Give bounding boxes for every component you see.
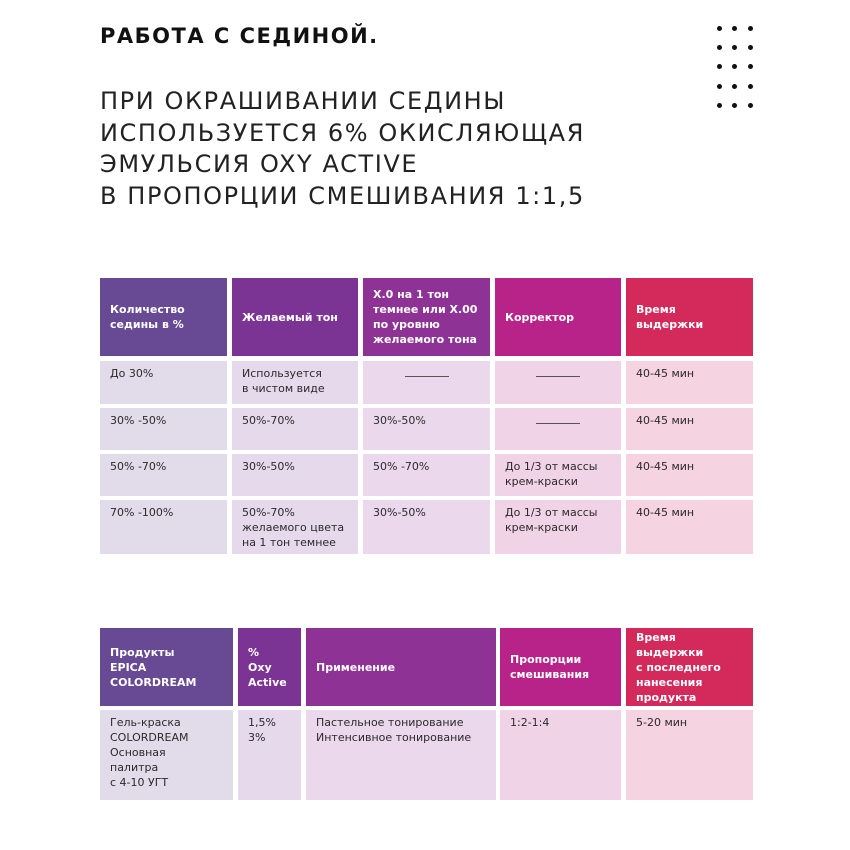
column-header-text: Пропорции смешивания <box>510 653 590 681</box>
table-cell-text: 30% -50% <box>110 414 167 427</box>
table-cell-text: 30%-50% <box>373 506 426 519</box>
column-header: % Oxy Active <box>238 628 301 706</box>
dot <box>717 45 722 50</box>
column-header: Количество седины в % <box>100 278 227 356</box>
column-header: Продукты EPICA COLORDREAM <box>100 628 233 706</box>
subtitle-line: ПРИ ОКРАШИВАНИИ СЕДИНЫ <box>100 87 507 115</box>
column-header: Корректор <box>495 278 621 356</box>
dot <box>717 26 722 31</box>
column-header-text: Время выдержки с последнего нанесения пр… <box>636 630 721 704</box>
table-cell-text: Гель-краска COLORDREAM Основная палитра … <box>110 716 189 789</box>
table-cell: 40-45 мин <box>626 408 753 450</box>
table-cell-text: 30%-50% <box>373 414 426 427</box>
table-cell-text: До 30% <box>110 367 154 380</box>
table-cell-text: 5-20 мин <box>636 716 688 729</box>
table-cell: 50% -70% <box>363 454 490 496</box>
table-cell: 40-45 мин <box>626 500 753 554</box>
table-cell-text: 1:2-1:4 <box>510 716 550 729</box>
table-cell-text: 70% -100% <box>110 506 174 519</box>
column-header: X.0 на 1 тон темнее или X.00 по уровню ж… <box>363 278 490 356</box>
dot <box>732 84 737 89</box>
dot <box>748 103 753 108</box>
dot <box>748 84 753 89</box>
table-cell: 30%-50% <box>363 500 490 554</box>
dot <box>748 64 753 69</box>
dot <box>732 26 737 31</box>
subtitle-line: ИСПОЛЬЗУЕТСЯ 6% ОКИСЛЯЮЩАЯ <box>100 118 585 147</box>
dot <box>748 45 753 50</box>
table-cell: Гель-краска COLORDREAM Основная палитра … <box>100 710 233 800</box>
dot <box>732 103 737 108</box>
table-cell: До 30% <box>100 361 227 404</box>
table-cell-text: 40-45 мин <box>636 414 695 427</box>
table-cell-text: 40-45 мин <box>636 506 695 519</box>
page-title: РАБОТА С СЕДИНОЙ. <box>100 24 379 48</box>
table-cell <box>363 361 490 404</box>
column-header: Желаемый тон <box>232 278 358 356</box>
table-cell: 40-45 мин <box>626 454 753 496</box>
dot <box>717 84 722 89</box>
column-header-text: Корректор <box>505 310 575 324</box>
table-cell: 1:2-1:4 <box>500 710 621 800</box>
table-cell-text: 50%-70% желаемого цвета на 1 тон темнее <box>242 506 345 549</box>
table-cell: 1,5% 3% <box>238 710 301 800</box>
table-cell: До 1/3 от массы крем-краски <box>495 500 621 554</box>
table-cell: 40-45 мин <box>626 361 753 404</box>
table-cell: 70% -100% <box>100 500 227 554</box>
table-cell-text: 50% -70% <box>373 460 430 473</box>
table-cell: Используется в чистом виде <box>232 361 358 404</box>
column-header-text: Желаемый тон <box>242 310 338 324</box>
empty-dash <box>404 376 449 377</box>
table-cell-text: 50%-70% <box>242 414 295 427</box>
table-cell-text: 50% -70% <box>110 460 167 473</box>
table-cell: 30%-50% <box>232 454 358 496</box>
column-header-text: Время выдержки <box>636 303 704 331</box>
subtitle-line: В ПРОПОРЦИИ СМЕШИВАНИЯ 1:1,5 <box>100 181 585 210</box>
column-header-text: X.0 на 1 тон темнее или X.00 по уровню ж… <box>373 288 478 346</box>
column-header: Время выдержки с последнего нанесения пр… <box>626 628 753 706</box>
dot <box>748 26 753 31</box>
dot <box>717 103 722 108</box>
table-cell-text: 1,5% 3% <box>248 716 276 744</box>
table-cell-text: 40-45 мин <box>636 367 695 380</box>
table-cell: 30% -50% <box>100 408 227 450</box>
table-cell: 5-20 мин <box>626 710 753 800</box>
table-cell-text: До 1/3 от массы крем-краски <box>505 460 598 488</box>
column-header: Применение <box>306 628 496 706</box>
dot <box>732 45 737 50</box>
empty-dash <box>536 423 580 424</box>
table-cell <box>495 361 621 404</box>
column-header: Пропорции смешивания <box>500 628 621 706</box>
table-cell: Пастельное тонирование Интенсивное тонир… <box>306 710 496 800</box>
dot <box>732 64 737 69</box>
table-cell: 50% -70% <box>100 454 227 496</box>
empty-dash <box>536 376 580 377</box>
column-header-text: Продукты EPICA COLORDREAM <box>110 645 197 689</box>
table-cell: 30%-50% <box>363 408 490 450</box>
table-cell-text: 30%-50% <box>242 460 295 473</box>
table-cell: До 1/3 от массы крем-краски <box>495 454 621 496</box>
subtitle-line: ЭМУЛЬСИЯ OXY ACTIVE <box>100 150 419 178</box>
table-cell-text: До 1/3 от массы крем-краски <box>505 506 598 534</box>
column-header: Время выдержки <box>626 278 753 356</box>
column-header-text: Количество седины в % <box>110 303 185 331</box>
column-header-text: % Oxy Active <box>248 645 287 689</box>
table-cell: 50%-70% желаемого цвета на 1 тон темнее <box>232 500 358 554</box>
dot <box>717 64 722 69</box>
table-cell-text: Используется в чистом виде <box>242 367 325 395</box>
table-cell-text: 40-45 мин <box>636 460 695 473</box>
subtitle: ПРИ ОКРАШИВАНИИ СЕДИНЫ ИСПОЛЬЗУЕТСЯ 6% О… <box>100 86 585 212</box>
table-cell <box>495 408 621 450</box>
table-cell: 50%-70% <box>232 408 358 450</box>
table-cell-text: Пастельное тонирование Интенсивное тонир… <box>316 716 472 744</box>
column-header-text: Применение <box>316 660 396 674</box>
